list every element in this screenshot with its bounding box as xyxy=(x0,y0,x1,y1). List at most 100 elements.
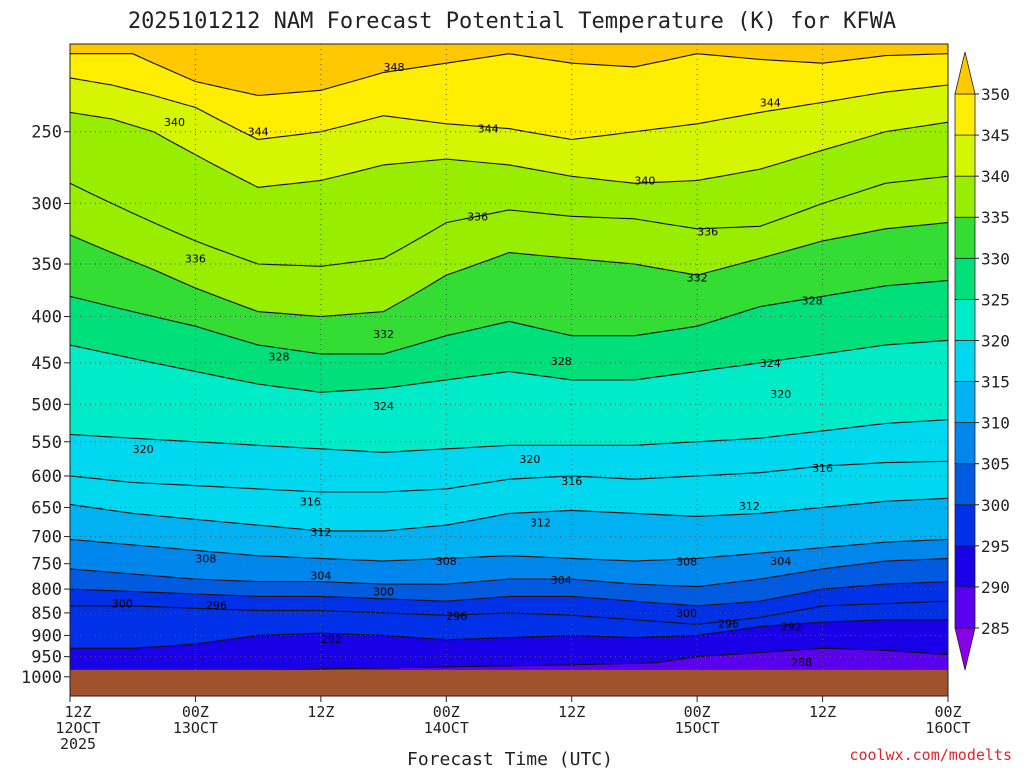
band-304 xyxy=(70,558,948,606)
contour-label: 304 xyxy=(551,574,572,587)
contour-label: 340 xyxy=(164,116,185,129)
contour-label: 300 xyxy=(373,586,394,599)
contour-label: 308 xyxy=(436,555,457,568)
contour-label: 324 xyxy=(373,400,394,413)
contour-label: 336 xyxy=(185,252,206,265)
isentrope-344 xyxy=(70,77,948,141)
y-tick-label: 400 xyxy=(31,308,62,328)
y-tick-label: 600 xyxy=(31,467,62,487)
colorbar-bin xyxy=(954,175,976,218)
colorbar-bin xyxy=(954,422,976,465)
contour-label: 296 xyxy=(718,617,739,630)
isentrope-340 xyxy=(70,111,948,188)
isentrope-308 xyxy=(70,538,948,562)
y-tick-label: 900 xyxy=(31,626,62,646)
colorbar-bin xyxy=(954,504,976,547)
contour-label: 304 xyxy=(770,555,791,568)
contour-label: 308 xyxy=(676,556,697,569)
contour-label: 332 xyxy=(373,328,394,341)
band-292 xyxy=(70,619,948,677)
contour-label: 332 xyxy=(687,271,708,284)
x-tick-label: 12Z xyxy=(307,703,334,721)
colorbar-extend-max xyxy=(954,51,976,95)
y-tick-label: 500 xyxy=(31,395,62,415)
band-308 xyxy=(70,539,948,587)
contour-label: 320 xyxy=(770,388,791,401)
contour-label: 288 xyxy=(791,656,812,669)
x-tick-label: 00Z xyxy=(684,703,711,721)
contour-label: 320 xyxy=(133,443,154,456)
y-tick-label: 950 xyxy=(31,648,62,668)
contour-label: 312 xyxy=(530,516,551,529)
x-tick-label: 12Z xyxy=(558,703,585,721)
colorbar-label: 320 xyxy=(981,331,1010,350)
y-tick-label: 700 xyxy=(31,528,62,548)
band-312 xyxy=(70,498,948,562)
colorbar-bin xyxy=(954,257,976,300)
y-tick-label: 850 xyxy=(31,604,62,624)
isentrope-312 xyxy=(70,497,948,532)
contour-label: 336 xyxy=(697,225,718,238)
x-tick-label: 14OCT xyxy=(424,719,469,737)
contour-label: 300 xyxy=(112,598,133,611)
isentrope-328 xyxy=(70,279,948,355)
isentrope-324 xyxy=(70,339,948,393)
y-tick-label: 1000 xyxy=(21,668,62,688)
band-332 xyxy=(70,222,948,354)
contour-label: 316 xyxy=(300,495,321,508)
band-300 xyxy=(70,581,948,625)
x-tick-label: 00Z xyxy=(433,703,460,721)
y-tick-label: 300 xyxy=(31,194,62,214)
isentrope-320 xyxy=(70,419,948,453)
colorbar-bin xyxy=(954,134,976,177)
contour-label: 324 xyxy=(760,357,781,370)
contour-label: 300 xyxy=(676,607,697,620)
y-tick-label: 750 xyxy=(31,555,62,575)
ground-below-surface xyxy=(70,669,948,696)
x-tick-label: 16OCT xyxy=(925,719,970,737)
colorbar-label: 325 xyxy=(981,290,1010,309)
contour-label: 344 xyxy=(478,123,499,136)
y-axis: 2503003504004505005506006507007508008509… xyxy=(21,123,70,688)
x-tick-label: 13OCT xyxy=(173,719,218,737)
x-tick-label: 12OCT xyxy=(55,719,100,737)
isentrope-316 xyxy=(70,460,948,493)
isentrope-292 xyxy=(70,619,948,649)
contour-label: 344 xyxy=(248,126,269,139)
contour-label: 292 xyxy=(321,633,342,646)
contour-label: 320 xyxy=(519,453,540,466)
contour-label: 316 xyxy=(561,475,582,488)
gridlines xyxy=(70,44,948,696)
plot-frame xyxy=(69,43,949,697)
colorbar-label: 345 xyxy=(981,126,1010,145)
band-328 xyxy=(70,280,948,393)
contour-label: 292 xyxy=(781,621,802,634)
isentrope-332 xyxy=(70,222,948,318)
band-316 xyxy=(70,461,948,531)
x-tick-label: 2025 xyxy=(60,735,96,753)
credit-text: coolwx.com/modelts xyxy=(849,746,1012,764)
colorbar-bin xyxy=(954,340,976,382)
x-tick-label: 12Z xyxy=(809,703,836,721)
contour-label: 328 xyxy=(551,355,572,368)
contour-label: 316 xyxy=(812,462,833,475)
y-tick-label: 350 xyxy=(31,255,62,275)
colorbar-extend-min xyxy=(954,627,976,671)
contour-label: 296 xyxy=(206,599,227,612)
y-tick-label: 800 xyxy=(31,580,62,600)
isentrope-348 xyxy=(70,53,948,97)
x-axis-label: Forecast Time (UTC) xyxy=(407,749,613,768)
y-tick-label: 650 xyxy=(31,498,62,518)
contour-label: 328 xyxy=(269,351,290,364)
colorbar-bin xyxy=(954,586,976,629)
colorbar-label: 315 xyxy=(981,373,1010,392)
colorbar-bin xyxy=(954,381,976,424)
colorbar-label: 305 xyxy=(981,455,1010,474)
contour-label: 312 xyxy=(739,500,760,513)
contour-label: 308 xyxy=(195,552,216,565)
chart-title: 2025101212 NAM Forecast Potential Temper… xyxy=(128,9,896,34)
colorbar-label: 285 xyxy=(981,619,1010,638)
isentrope-296 xyxy=(70,600,948,625)
band-336 xyxy=(70,176,948,317)
